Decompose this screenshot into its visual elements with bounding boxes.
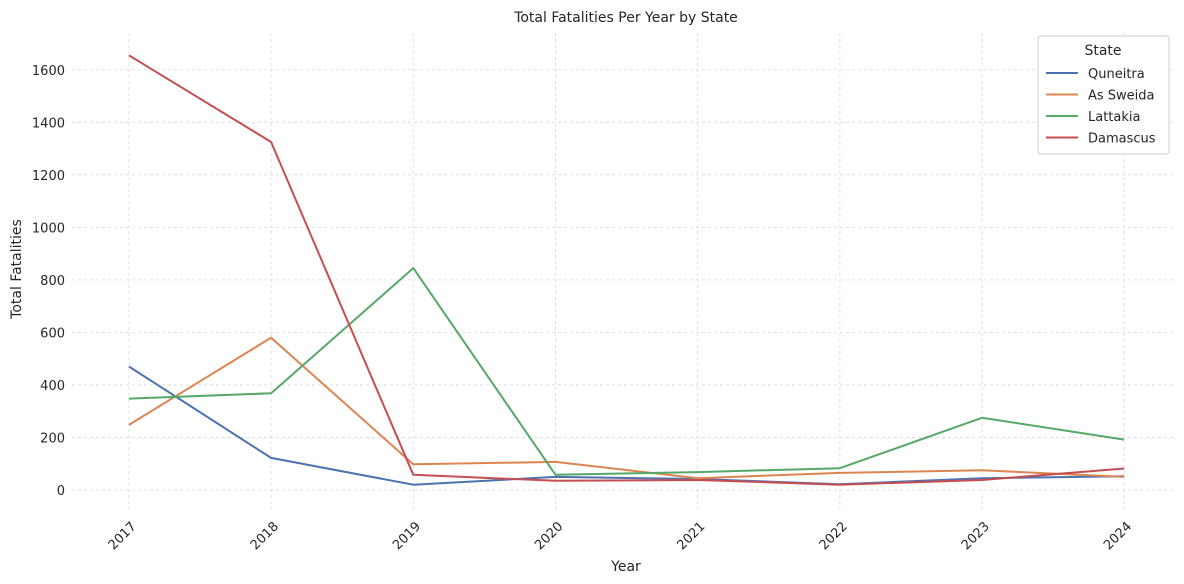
y-tick-label: 800 — [40, 274, 65, 289]
y-tick-label: 1400 — [32, 116, 65, 131]
legend-label: Quneitra — [1088, 67, 1145, 82]
x-axis-label: Year — [610, 559, 641, 575]
legend-label: Lattakia — [1088, 110, 1140, 125]
legend-label: Damascus — [1088, 132, 1156, 147]
x-tick-label: 2018 — [248, 519, 282, 553]
y-axis-label: Total Fatalities — [9, 219, 25, 320]
legend-box — [1037, 35, 1170, 155]
x-tick-label: 2017 — [106, 519, 140, 553]
x-tick-label: 2019 — [390, 519, 424, 553]
chart-title: Total Fatalities Per Year by State — [513, 10, 738, 26]
legend-items: Quneitra As Sweida Lattakia Damascus — [1046, 67, 1156, 147]
x-tick-label: 2020 — [532, 519, 566, 553]
legend-label: As Sweida — [1088, 89, 1155, 104]
y-tick-label: 1200 — [32, 169, 65, 184]
x-tick-label: 2024 — [1101, 519, 1135, 553]
x-tick-label: 2022 — [817, 519, 851, 553]
y-tick-label: 200 — [40, 431, 65, 446]
x-axis-ticks: 2017 2018 2019 2020 2021 2022 2023 2024 — [106, 519, 1135, 553]
y-tick-label: 1000 — [32, 221, 65, 236]
grid-lines — [72, 33, 1174, 511]
legend: State Quneitra As Sweida Lattakia Damascus — [1037, 35, 1170, 155]
x-tick-label: 2021 — [674, 519, 708, 553]
y-tick-label: 1600 — [32, 64, 65, 79]
y-axis-ticks: 0 200 400 600 800 1000 1200 1400 1600 — [32, 64, 65, 499]
series-line-damascus — [128, 54, 1125, 486]
legend-title: State — [1084, 43, 1121, 59]
x-tick-label: 2023 — [959, 519, 993, 553]
series-line-quneitra — [128, 365, 1125, 486]
y-tick-label: 400 — [40, 379, 65, 394]
series-lines — [128, 54, 1125, 486]
series-line-as-sweida — [128, 336, 1125, 480]
series-line-lattakia — [128, 267, 1125, 476]
y-tick-label: 600 — [40, 326, 65, 341]
y-tick-label: 0 — [57, 484, 65, 499]
